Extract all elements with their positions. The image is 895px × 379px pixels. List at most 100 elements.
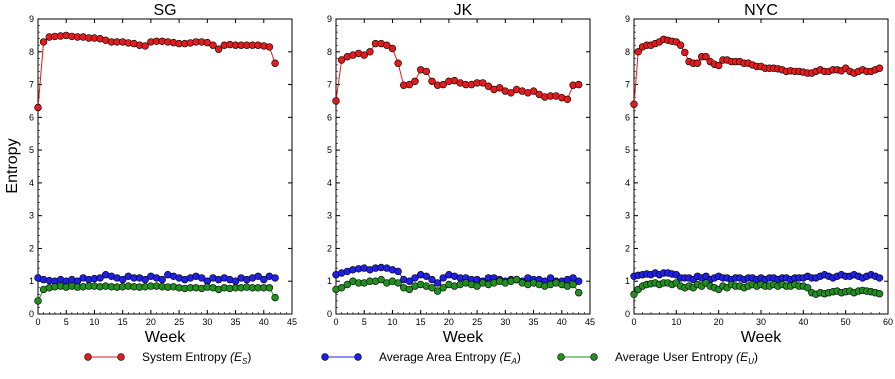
y-tick-label: 4 <box>625 178 630 188</box>
data-point <box>271 59 279 67</box>
data-point <box>496 84 504 92</box>
series-system-entropy <box>332 39 583 105</box>
x-tick-label: 5 <box>362 317 367 327</box>
x-tick-label: 35 <box>529 317 539 327</box>
data-point <box>411 77 419 86</box>
data-point <box>343 280 351 289</box>
data-point <box>405 277 414 285</box>
data-point <box>714 61 723 70</box>
panel-title: SG <box>153 2 176 19</box>
data-point <box>563 95 572 104</box>
x-tick-label: 25 <box>472 317 482 327</box>
data-point <box>158 275 166 284</box>
y-tick-label: 1 <box>625 276 630 286</box>
legend-symbol: (E <box>500 350 513 364</box>
data-point <box>405 80 414 89</box>
x-tick-label: 25 <box>174 317 184 327</box>
legend-label: System Entropy (ES) <box>142 350 251 366</box>
data-point <box>473 282 481 290</box>
x-tick-label: 0 <box>35 317 40 327</box>
legend-name: System Entropy <box>142 350 230 364</box>
y-tick-label: 7 <box>29 80 34 90</box>
x-tick-label: 40 <box>259 317 269 327</box>
x-tick-label: 10 <box>89 317 99 327</box>
y-tick-label: 1 <box>327 276 332 286</box>
y-tick-label: 5 <box>625 145 630 155</box>
data-point <box>198 274 206 282</box>
data-point <box>39 38 48 46</box>
legend-swatch-marker <box>557 353 565 361</box>
data-point <box>439 284 447 292</box>
x-tick-label: 60 <box>883 317 893 327</box>
data-point <box>366 48 374 56</box>
data-point <box>34 297 42 305</box>
data-point <box>337 284 346 292</box>
x-tick-label: 5 <box>64 317 69 327</box>
y-tick-label: 8 <box>625 47 630 57</box>
x-tick-label: 35 <box>231 317 241 327</box>
legend-swatch-marker <box>590 353 598 361</box>
data-point <box>265 284 274 292</box>
data-point <box>422 67 430 76</box>
data-point <box>681 48 689 57</box>
data-point <box>507 89 515 97</box>
x-tick-label: 10 <box>387 317 397 327</box>
legend-name: Average User Entropy <box>615 350 736 364</box>
x-tick-label: 30 <box>500 317 510 327</box>
legend-close: ) <box>247 350 251 364</box>
data-point <box>34 103 42 112</box>
y-tick-label: 8 <box>29 47 34 57</box>
x-tick-label: 20 <box>444 317 454 327</box>
panel-title: NYC <box>744 2 778 19</box>
y-tick-label: 0 <box>625 309 630 319</box>
y-tick-label: 6 <box>625 112 630 122</box>
y-tick-label: 4 <box>327 178 332 188</box>
data-point <box>433 287 442 295</box>
x-tick-label: 0 <box>333 317 338 327</box>
plot-frame <box>335 18 591 315</box>
data-point <box>439 80 447 89</box>
data-point <box>411 274 419 282</box>
data-point <box>428 275 436 284</box>
data-point <box>383 41 391 49</box>
legend-name: Average Area Entropy <box>379 350 500 364</box>
data-point <box>254 272 262 280</box>
x-tick-label: 45 <box>585 317 595 327</box>
data-point <box>260 275 268 284</box>
y-tick-label: 2 <box>327 243 332 253</box>
data-point <box>214 45 223 53</box>
data-point <box>630 290 638 298</box>
panel-title: JK <box>454 2 473 19</box>
data-point <box>377 275 385 284</box>
legend-subscript: S <box>242 357 248 366</box>
data-point <box>574 289 583 297</box>
data-point <box>394 279 402 287</box>
data-point <box>118 275 127 284</box>
legend-label: Average User Entropy (EU) <box>615 350 758 366</box>
legend-swatch-marker <box>354 353 362 361</box>
legend-symbol: (E <box>230 350 243 364</box>
data-point <box>875 290 884 298</box>
legend-entry: System Entropy (ES) <box>84 350 251 366</box>
data-point <box>875 274 884 282</box>
data-point <box>360 51 368 59</box>
y-tick-label: 3 <box>625 211 630 221</box>
y-tick-label: 8 <box>327 47 332 57</box>
data-point <box>388 44 397 53</box>
x-tick-label: 20 <box>714 317 724 327</box>
data-point <box>439 274 447 282</box>
legend-label: Average Area Entropy (EA) <box>379 350 521 366</box>
y-tick-label: 9 <box>29 14 34 24</box>
x-tick-label: 20 <box>146 317 156 327</box>
series-average-area-entropy <box>34 271 279 285</box>
data-point <box>271 293 279 302</box>
data-point <box>479 79 487 87</box>
legend-swatch-marker <box>117 353 125 361</box>
y-tick-label: 5 <box>327 145 332 155</box>
y-tick-label: 6 <box>327 112 332 122</box>
x-tick-label: 0 <box>631 317 636 327</box>
data-point <box>405 285 414 294</box>
data-point <box>96 274 104 282</box>
